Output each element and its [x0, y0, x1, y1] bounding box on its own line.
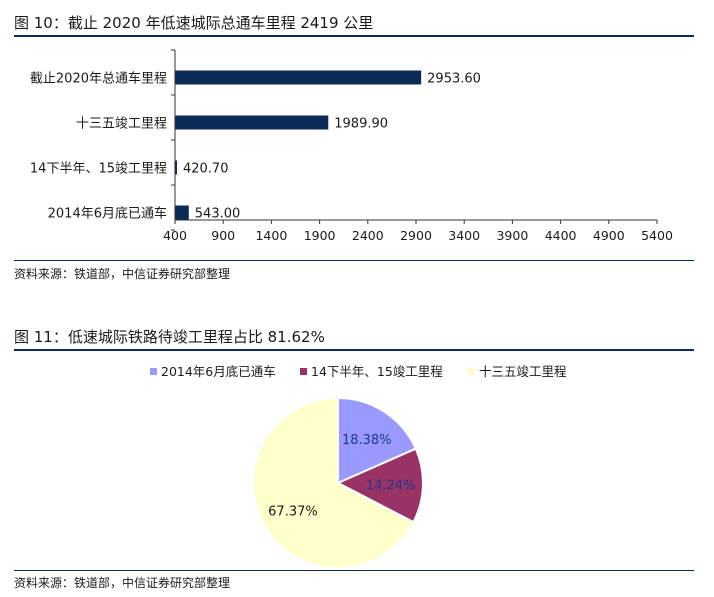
data-label: 1989.90 — [334, 117, 388, 132]
x-tick-label: 1400 — [255, 228, 287, 243]
data-label: 543.00 — [195, 207, 241, 222]
pie-slice — [252, 396, 415, 569]
pie-chart: 2014年6月底已通车 14下半年、15竣工里程 十三五竣工里程 18.38% 14.2… — [150, 364, 567, 569]
legend-swatch — [300, 368, 307, 375]
figure-10-source: 资料来源：铁道部，中信证券研究部整理 — [14, 267, 231, 281]
figure-10-title-rule — [14, 35, 694, 37]
bar — [175, 160, 177, 175]
figure-11-title-rule — [14, 349, 694, 351]
bar — [175, 70, 422, 85]
legend-swatch — [150, 368, 157, 375]
slice-data-label: 67.37% — [268, 504, 318, 519]
bar — [175, 205, 189, 220]
bar-chart: 截止2020年总通车里程 2953.60 十三五竣工里程 1989.90 14下半年、1… — [30, 49, 673, 243]
legend-label: 十三五竣工里程 — [479, 364, 567, 379]
legend-label: 2014年6月底已通车 — [161, 364, 276, 379]
x-tick-label: 1900 — [304, 228, 336, 243]
x-tick-label: 2400 — [352, 228, 384, 243]
x-tick-label: 900 — [211, 228, 235, 243]
pie-slice — [335, 447, 424, 524]
category-label: 截止2020年总通车里程 — [30, 71, 167, 87]
legend-label: 14下半年、15竣工里程 — [311, 364, 443, 379]
pie-slice — [337, 396, 418, 485]
category-label: 十三五竣工里程 — [76, 117, 167, 132]
slice-data-label: 14.24% — [366, 479, 416, 494]
figure-11-source: 资料来源：铁道部，中信证券研究部整理 — [14, 576, 231, 590]
data-label: 420.70 — [183, 162, 229, 177]
x-tick-label: 3900 — [496, 228, 528, 243]
figure-10-title: 图 10：截止 2020 年低速城际总通车里程 2419 公里 — [14, 14, 374, 32]
figure-11-title: 图 11：低速城际铁路待竣工里程占比 81.62% — [14, 328, 325, 346]
x-tick-label: 4400 — [545, 228, 577, 243]
x-tick-label: 4900 — [593, 228, 625, 243]
category-label: 2014年6月底已通车 — [48, 206, 167, 222]
bar — [175, 115, 329, 130]
x-tick-label: 400 — [163, 228, 187, 243]
x-tick-label: 2900 — [400, 228, 432, 243]
legend-swatch — [468, 368, 475, 375]
category-label: 14下半年、15竣工里程 — [30, 162, 167, 177]
x-tick-label: 3400 — [448, 228, 480, 243]
data-label: 2953.60 — [427, 72, 481, 87]
slice-data-label: 18.38% — [342, 433, 392, 448]
x-tick-label: 5400 — [641, 228, 673, 243]
figure-11-source-rule — [14, 570, 694, 571]
figure-10-source-rule — [14, 260, 694, 261]
